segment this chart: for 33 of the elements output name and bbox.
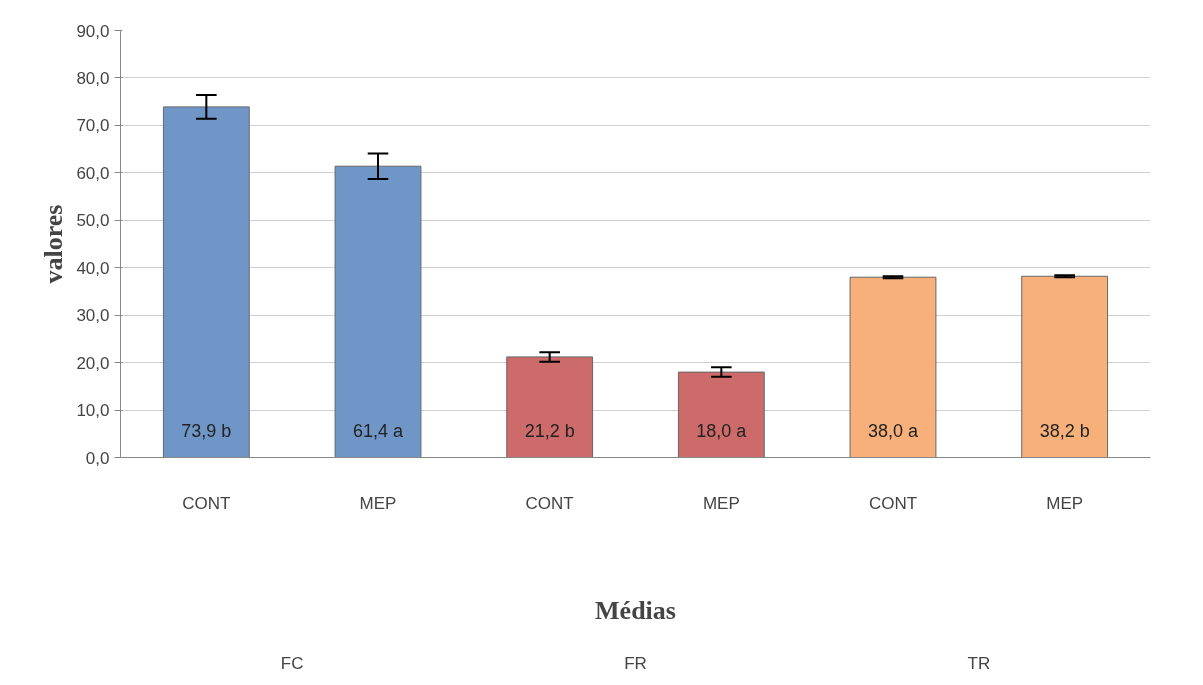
y-tick-label: 20,0 bbox=[76, 353, 110, 373]
y-tick-label: 40,0 bbox=[76, 258, 110, 278]
x-tick-label: CONT bbox=[182, 493, 231, 513]
text: TR bbox=[967, 653, 991, 673]
y-tick-label: 10,0 bbox=[76, 401, 110, 421]
x-tick-label: MEP bbox=[702, 493, 740, 513]
bar bbox=[162, 106, 250, 458]
y-tick-label: 50,0 bbox=[76, 211, 110, 231]
y-tick-label: 60,0 bbox=[76, 163, 110, 183]
bar bbox=[677, 371, 765, 458]
text: FC bbox=[280, 653, 304, 673]
data-label: 38,2 b bbox=[1039, 420, 1090, 441]
x-tick-label: MEP bbox=[359, 493, 397, 513]
y-tick-label: 90,0 bbox=[76, 21, 110, 41]
y-tick-label: 80,0 bbox=[76, 68, 110, 88]
x-tick-label: CONT bbox=[868, 493, 918, 513]
y-tick-label: 30,0 bbox=[76, 306, 110, 326]
x-tick-label: CONT bbox=[525, 493, 574, 513]
data-label: 18,0 a bbox=[696, 420, 748, 441]
y-tick-label: 70,0 bbox=[76, 116, 110, 136]
data-label: 38,0 a bbox=[867, 420, 920, 441]
y-tick-label: 0,0 bbox=[85, 448, 110, 468]
bar bbox=[334, 165, 422, 458]
data-label: 61,4 a bbox=[352, 420, 405, 441]
bar bbox=[849, 276, 937, 458]
bar bbox=[506, 356, 594, 458]
data-label: 73,9 b bbox=[181, 420, 232, 441]
text: FR bbox=[624, 653, 647, 673]
x-axis-title: Médias bbox=[595, 595, 676, 625]
bar bbox=[1021, 275, 1109, 458]
y-axis-title: valores bbox=[39, 204, 69, 284]
x-tick-label: MEP bbox=[1046, 493, 1084, 513]
data-label: 21,2 b bbox=[524, 420, 575, 441]
